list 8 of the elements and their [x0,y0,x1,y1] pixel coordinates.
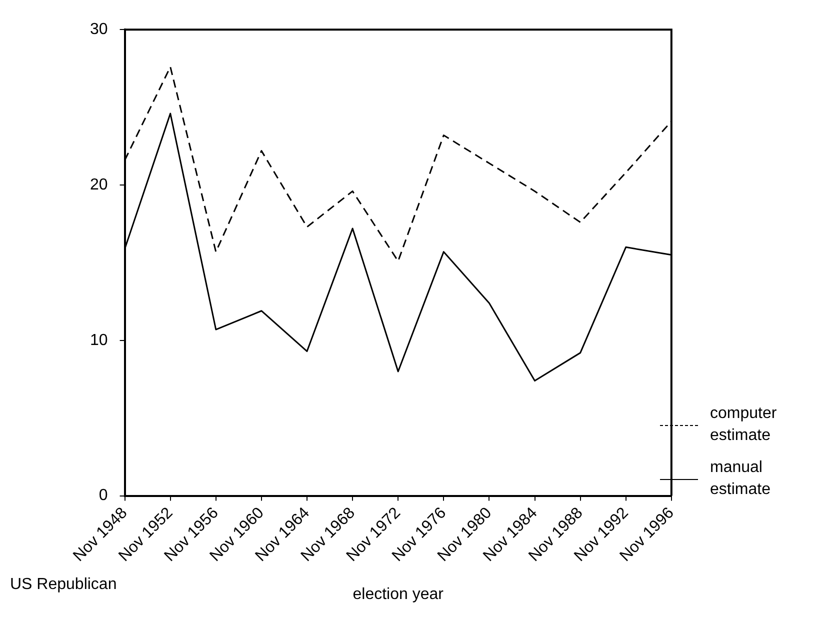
y-tick-label: 30 [90,21,108,38]
y-tick-label: 0 [98,487,108,504]
x-axis-title: election year [352,586,444,603]
legend-label: computer estimate [710,404,778,446]
y-tick-label: 20 [90,176,108,194]
text: US Republican [10,576,117,594]
legend-label: manual estimate [710,458,772,500]
y-tick-label: 10 [90,332,108,349]
